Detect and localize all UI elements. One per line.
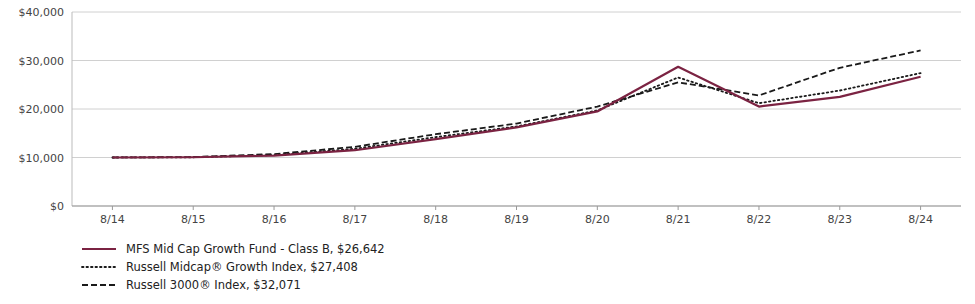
y-tick-label: $30,000	[19, 55, 65, 68]
x-tick	[839, 206, 840, 210]
x-tick-label: 8/17	[343, 213, 368, 226]
legend-swatch	[82, 284, 116, 286]
chart: $0$10,000$20,000$30,000$40,0008/148/158/…	[0, 0, 975, 304]
legend: MFS Mid Cap Growth Fund - Class B, $26,6…	[82, 242, 385, 292]
y-axis-line	[72, 12, 73, 206]
x-tick-label: 8/19	[504, 213, 529, 226]
series-line	[112, 67, 920, 158]
x-tick-label: 8/15	[181, 213, 206, 226]
grid-line	[72, 60, 961, 61]
x-tick	[920, 206, 921, 210]
x-tick	[758, 206, 759, 210]
legend-label: Russell 3000® Index, $32,071	[126, 278, 301, 292]
x-tick-label: 8/20	[585, 213, 610, 226]
x-tick-label: 8/24	[908, 213, 933, 226]
series-line	[112, 73, 920, 157]
x-tick-label: 8/18	[423, 213, 448, 226]
x-axis: 8/14 8/15 8/16 8/17 8/18 8/19 8/20 8/21 8/22 8/23…	[72, 206, 961, 226]
x-tick-label: 8/21	[666, 213, 691, 226]
x-tick	[274, 206, 275, 210]
x-tick	[597, 206, 598, 210]
x-tick	[435, 206, 436, 210]
x-tick-label: 8/14	[100, 213, 125, 226]
x-tick	[112, 206, 113, 210]
grid-line	[72, 109, 961, 110]
y-tick-label: $40,000	[19, 6, 65, 19]
series-line	[112, 50, 920, 157]
legend-swatch	[82, 266, 116, 268]
plot-area	[112, 50, 920, 157]
legend-label: Russell Midcap® Growth Index, $27,408	[126, 260, 358, 274]
x-tick	[193, 206, 194, 210]
y-tick-label: $10,000	[19, 152, 65, 165]
legend-label: MFS Mid Cap Growth Fund - Class B, $26,6…	[126, 242, 385, 256]
grid-line	[72, 12, 961, 13]
x-tick-label: 8/16	[262, 213, 287, 226]
x-tick-label: 8/22	[747, 213, 772, 226]
x-tick	[516, 206, 517, 210]
legend-swatch	[82, 248, 116, 250]
x-tick-label: 8/23	[827, 213, 852, 226]
y-tick-label: $0	[50, 200, 64, 213]
y-axis: $0 $10,000 $20,000 $30,000 $40,000	[19, 6, 962, 213]
x-tick	[354, 206, 355, 210]
x-tick	[678, 206, 679, 210]
y-tick-label: $20,000	[19, 103, 65, 116]
